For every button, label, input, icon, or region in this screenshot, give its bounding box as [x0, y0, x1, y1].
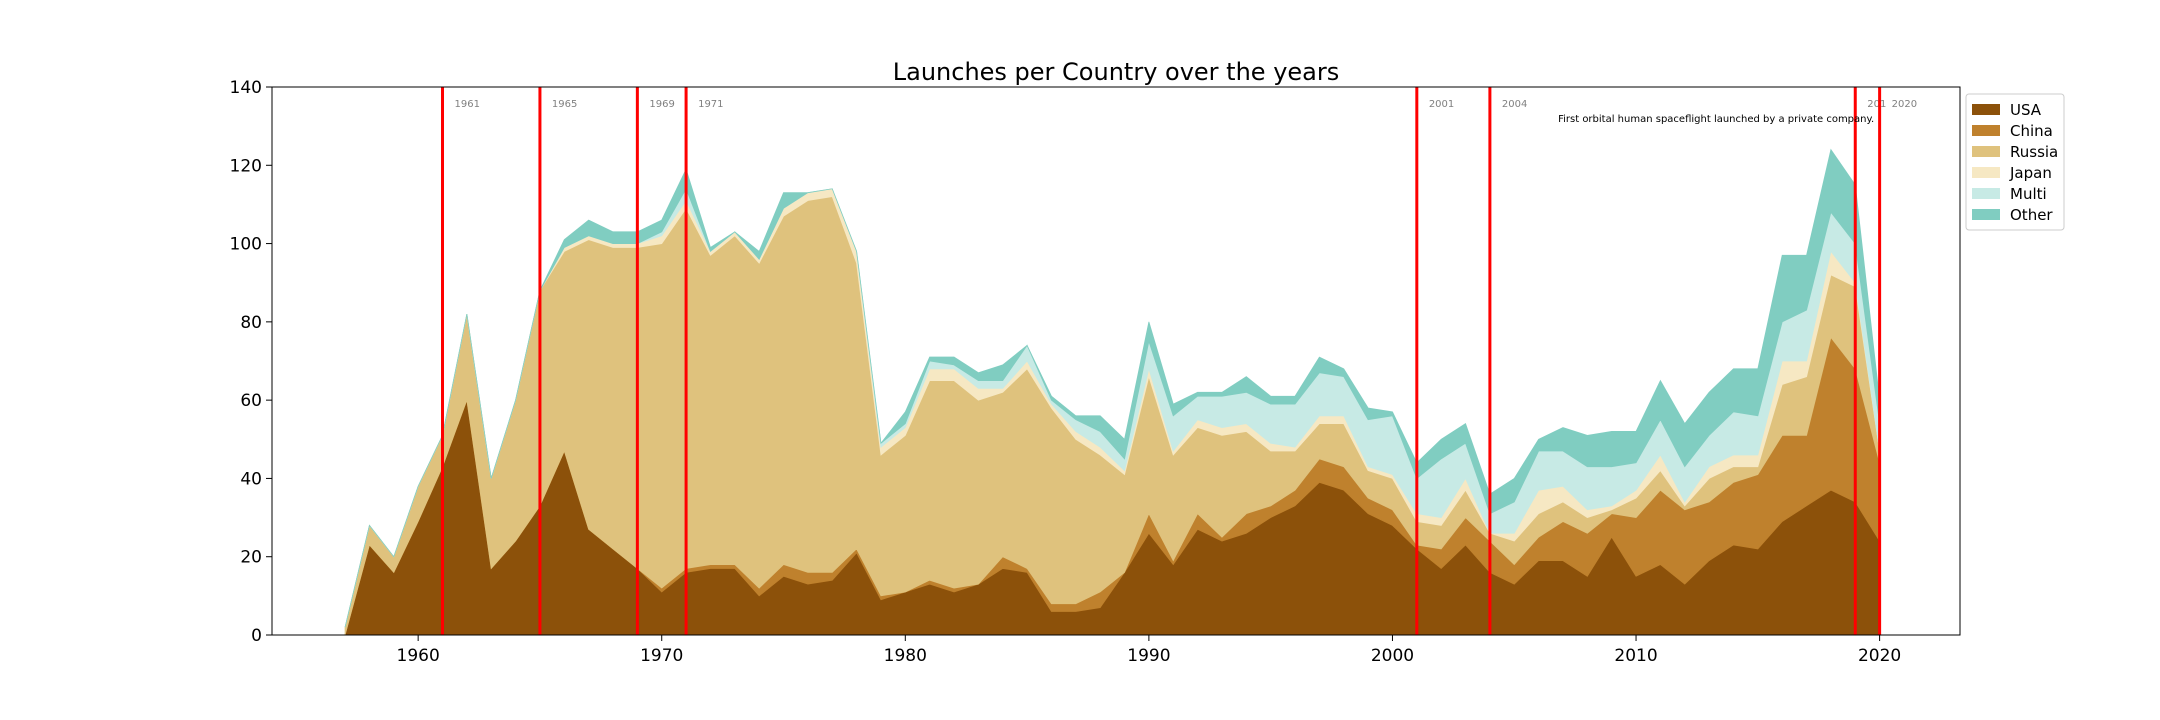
- legend-swatch-usa: [1972, 104, 2000, 115]
- y-tick-label-120: 120: [230, 156, 262, 176]
- x-tick-label-2000: 2000: [1371, 646, 1414, 666]
- legend-swatch-other: [1972, 209, 2000, 220]
- event-label-1969: 1969: [649, 99, 674, 110]
- x-tick-label-1970: 1970: [640, 646, 683, 666]
- legend-label-usa: USA: [2010, 101, 2042, 119]
- areas-layer: [344, 148, 1881, 636]
- event-label-1961: 1961: [455, 99, 480, 110]
- y-tick-label-40: 40: [240, 469, 262, 489]
- events-layer: 1961 1965 1969 1971 2001 2004 201 2020: [441, 87, 1917, 635]
- y-tick-label-140: 140: [230, 78, 262, 98]
- y-tick-label-80: 80: [240, 313, 262, 333]
- event-label-2019: 201: [1867, 99, 1886, 110]
- chart-title: Launches per Country over the years: [893, 58, 1339, 86]
- x-tick-label-2020: 2020: [1858, 646, 1901, 666]
- x-tick-label-1990: 1990: [1127, 646, 1170, 666]
- legend-swatch-russia: [1972, 146, 2000, 157]
- y-tick-label-100: 100: [230, 235, 262, 255]
- legend-label-japan: Japan: [2009, 164, 2052, 182]
- axes-layer: 1960 1970 1980 1990 2000 2010 2020 0 20 40 60 80 100…: [230, 78, 1902, 666]
- event-label-2004: 2004: [1502, 99, 1527, 110]
- x-tick-label-2010: 2010: [1614, 646, 1657, 666]
- x-tick-label-1980: 1980: [884, 646, 927, 666]
- event-label-2001: 2001: [1429, 99, 1454, 110]
- legend-label-multi: Multi: [2010, 185, 2047, 203]
- legend-label-other: Other: [2010, 206, 2053, 224]
- legend-swatch-multi: [1972, 188, 2000, 199]
- y-tick-label-0: 0: [251, 626, 262, 646]
- event-label-1971: 1971: [698, 99, 723, 110]
- legend-swatch-china: [1972, 125, 2000, 136]
- y-tick-label-20: 20: [240, 548, 262, 568]
- legend-label-russia: Russia: [2010, 143, 2058, 161]
- plot-frame: [271, 86, 1961, 636]
- y-tick-label-60: 60: [240, 391, 262, 411]
- legend: USA China Russia Japan Multi Other: [1965, 93, 2065, 231]
- event-label-2020: 2020: [1892, 99, 1917, 110]
- event-label-1965: 1965: [552, 99, 577, 110]
- legend-swatch-japan: [1972, 167, 2000, 178]
- legend-label-china: China: [2010, 122, 2053, 140]
- x-tick-label-1960: 1960: [397, 646, 440, 666]
- chart-annotation: First orbital human spaceflight launched…: [1558, 114, 1874, 125]
